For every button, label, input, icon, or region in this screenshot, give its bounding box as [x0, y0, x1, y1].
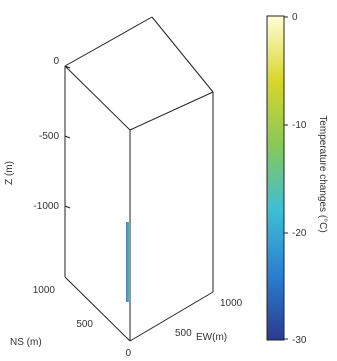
ns-axis-label: NS (m)	[10, 337, 42, 348]
ns-tick-label: 0	[125, 348, 131, 359]
z-tick-label: -500	[39, 131, 59, 142]
z-tick-mark	[64, 205, 71, 209]
z-tick-mark	[64, 65, 71, 69]
z-axis-ticks	[64, 65, 71, 209]
colorbar	[266, 15, 285, 341]
colorbar-tick-label: -10	[292, 120, 307, 131]
colorbar-ticks	[284, 16, 288, 340]
box-edge	[151, 16, 214, 93]
colorbar-tick-label: 0	[292, 12, 298, 23]
ew-tick-label: 500	[175, 328, 192, 339]
box-edge	[129, 91, 214, 131]
z-tick-label: -1000	[33, 201, 59, 212]
box-frame	[64, 16, 214, 342]
ew-axis-label: EW(m)	[196, 332, 227, 343]
ew-tick-label: 1000	[220, 298, 243, 309]
ns-tick-label: 500	[76, 319, 93, 330]
ns-tick-label: 1000	[33, 285, 56, 296]
z-tick-label: 0	[53, 56, 59, 67]
z-tick-mark	[64, 135, 71, 139]
colorbar-tick-label: -30	[292, 335, 307, 346]
colorbar-label: Temperature changes (°C)	[317, 115, 328, 232]
temperature-anomaly	[126, 222, 130, 302]
colorbar-tick-label: -20	[292, 228, 307, 239]
box-edge	[64, 65, 131, 131]
box-edge	[129, 291, 214, 342]
box-edge	[64, 276, 131, 342]
z-axis-label: Z (m)	[4, 161, 15, 185]
box-edge	[64, 16, 153, 67]
